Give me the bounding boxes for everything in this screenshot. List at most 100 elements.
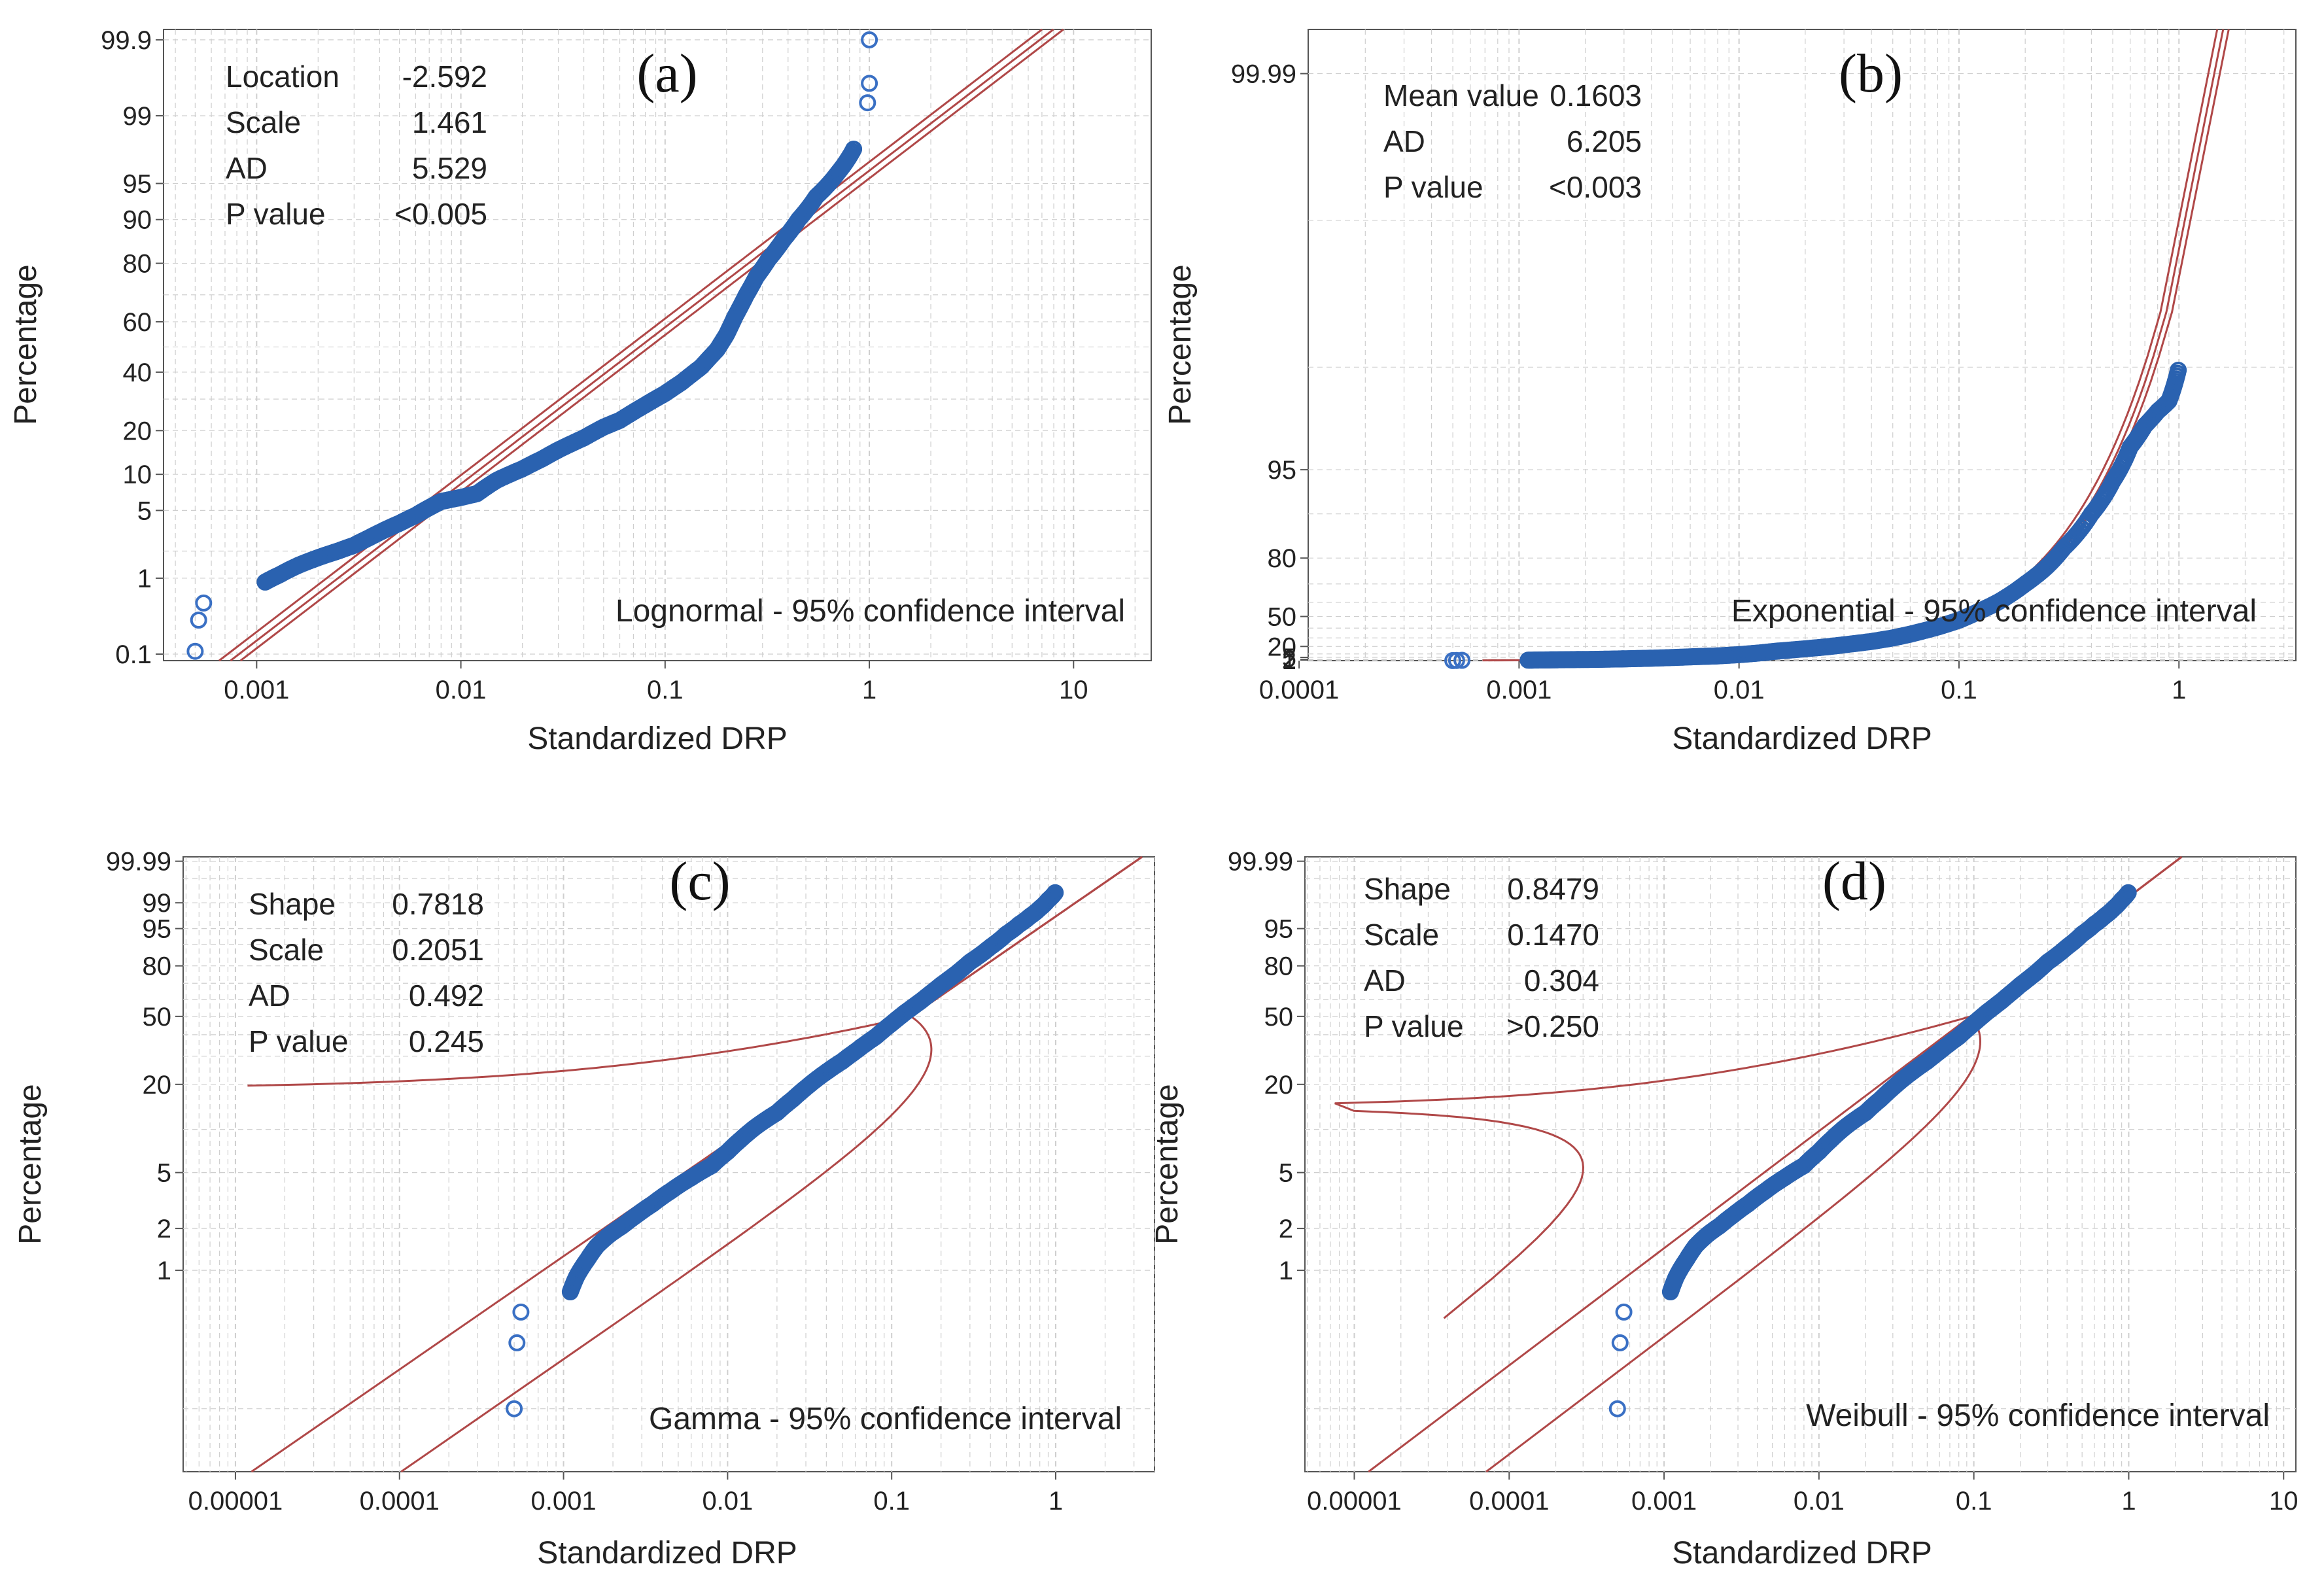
outlier-point xyxy=(861,75,878,92)
x-tick-label: 0.001 xyxy=(1631,1487,1697,1516)
stat-label: Shape xyxy=(249,887,336,921)
y-tick-label: 1 xyxy=(1282,646,1296,675)
stat-value: 6.205 xyxy=(1567,124,1642,158)
y-tick-label: 1 xyxy=(137,564,152,593)
panel-label: (d) xyxy=(1822,851,1886,912)
y-tick-label: 99 xyxy=(123,102,152,131)
stat-label: Scale xyxy=(1364,918,1439,952)
legend-text: Gamma - 95% confidence interval xyxy=(649,1402,1122,1436)
grid xyxy=(164,29,1151,661)
stat-label: AD xyxy=(249,979,290,1013)
y-tick-label: 95 xyxy=(1268,456,1297,485)
outlier-point xyxy=(512,1303,530,1321)
x-tick-label: 0.1 xyxy=(1941,676,1977,704)
grid xyxy=(1308,29,2296,661)
stat-value: 0.1470 xyxy=(1507,918,1599,952)
stat-label: Scale xyxy=(226,105,301,139)
stat-value: <0.005 xyxy=(394,197,487,231)
outlier-point xyxy=(1615,1303,1633,1321)
stat-label: AD xyxy=(1383,124,1425,158)
x-axis-label: Standardized DRP xyxy=(1672,1536,1932,1570)
x-tick-label: 0.00001 xyxy=(188,1487,283,1516)
y-tick-label: 5 xyxy=(157,1159,171,1188)
data-points xyxy=(1608,884,2137,1417)
x-tick-label: 0.001 xyxy=(224,676,289,704)
stat-label: Mean value xyxy=(1383,78,1539,113)
outlier-point xyxy=(861,31,878,48)
x-tick-label: 0.01 xyxy=(1714,676,1765,704)
stat-value: 0.304 xyxy=(1524,963,1599,998)
panel-label: (c) xyxy=(669,851,730,912)
y-tick-label: 5 xyxy=(1282,644,1296,672)
data-points xyxy=(186,31,878,660)
stat-label: P value xyxy=(249,1024,349,1058)
x-axis-label: Standardized DRP xyxy=(527,721,788,756)
grid xyxy=(183,857,1155,1472)
x-tick-label: 0.01 xyxy=(436,676,487,704)
data-point xyxy=(2170,362,2187,379)
y-tick-label: 1 xyxy=(1279,1257,1293,1285)
x-tick-label: 0.1 xyxy=(873,1487,910,1516)
stats-box: Shape 0.8479 Scale 0.1470 AD 0.304 P value >0.2… xyxy=(1364,872,1599,1043)
stats-box: Shape 0.7818 Scale 0.2051 AD 0.492 P value 0.24… xyxy=(249,887,484,1058)
outlier-point xyxy=(195,594,213,612)
outlier-point xyxy=(1453,651,1471,669)
y-tick-label: 80 xyxy=(1264,952,1294,981)
stat-value: >0.250 xyxy=(1506,1009,1599,1043)
y-tick-label: 99 xyxy=(143,889,172,918)
stat-label: Location xyxy=(226,60,339,94)
y-tick-label: 40 xyxy=(123,358,152,387)
y-tick-label: 80 xyxy=(1268,544,1297,573)
data-points xyxy=(1444,362,2187,669)
data-point xyxy=(845,141,863,158)
stat-label: P value xyxy=(1364,1009,1464,1043)
y-tick-label: 20 xyxy=(143,1071,172,1100)
outlier-point xyxy=(1611,1334,1629,1351)
x-tick-label: 0.1 xyxy=(647,676,684,704)
y-tick-label: 50 xyxy=(1268,602,1297,631)
x-tick-label: 1 xyxy=(862,676,876,704)
stat-value: 0.492 xyxy=(409,979,484,1013)
legend-text: Weibull - 95% confidence interval xyxy=(1806,1398,2270,1433)
y-tick-label: 10 xyxy=(123,460,152,489)
stat-label: AD xyxy=(1364,963,1406,998)
stat-label: AD xyxy=(226,151,268,185)
plot-frame xyxy=(1308,29,2297,661)
x-tick-label: 0.001 xyxy=(1486,676,1552,704)
x-tick-label: 10 xyxy=(1059,676,1088,704)
legend-text: Lognormal - 95% confidence interval xyxy=(616,594,1125,629)
stat-label: Shape xyxy=(1364,872,1451,906)
x-tick-label: 0.0001 xyxy=(1259,676,1339,704)
stat-value: 1.461 xyxy=(412,105,487,139)
y-tick-label: 90 xyxy=(123,206,152,235)
data-points xyxy=(506,884,1064,1417)
y-tick-label: 5 xyxy=(1279,1159,1293,1188)
y-tick-label: 50 xyxy=(1264,1003,1294,1032)
outlier-point xyxy=(508,1334,526,1351)
y-tick-label: 1 xyxy=(157,1257,171,1285)
panel-label: (a) xyxy=(636,43,697,104)
y-axis-label: Percentage xyxy=(1163,264,1198,425)
x-tick-label: 0.0001 xyxy=(360,1487,440,1516)
y-tick-label: 60 xyxy=(123,308,152,337)
x-tick-label: 1 xyxy=(2121,1487,2136,1516)
y-tick-label: 20 xyxy=(1268,633,1297,661)
y-axis-label: Percentage xyxy=(13,1084,48,1245)
stat-label: P value xyxy=(226,197,326,231)
outlier-point xyxy=(506,1400,523,1417)
stats-box: Location -2.592 Scale 1.461 AD 5.529 P value <0… xyxy=(226,60,487,231)
y-tick-label: 20 xyxy=(123,417,152,445)
outlier-point xyxy=(859,94,876,112)
y-axis-label: Percentage xyxy=(9,264,43,425)
legend-text: Exponential - 95% confidence interval xyxy=(1731,594,2257,629)
stat-value: 0.1603 xyxy=(1550,78,1642,113)
y-axis-label: Percentage xyxy=(1150,1084,1185,1245)
x-tick-label: 0.0001 xyxy=(1469,1487,1549,1516)
y-tick-label: 2 xyxy=(1282,646,1296,674)
stat-label: P value xyxy=(1383,170,1483,204)
stats-box: Mean value 0.1603 AD 6.205 P value <0.003 xyxy=(1383,78,1642,204)
outlier-point xyxy=(1448,651,1465,669)
x-axis-label: Standardized DRP xyxy=(1672,721,1932,756)
